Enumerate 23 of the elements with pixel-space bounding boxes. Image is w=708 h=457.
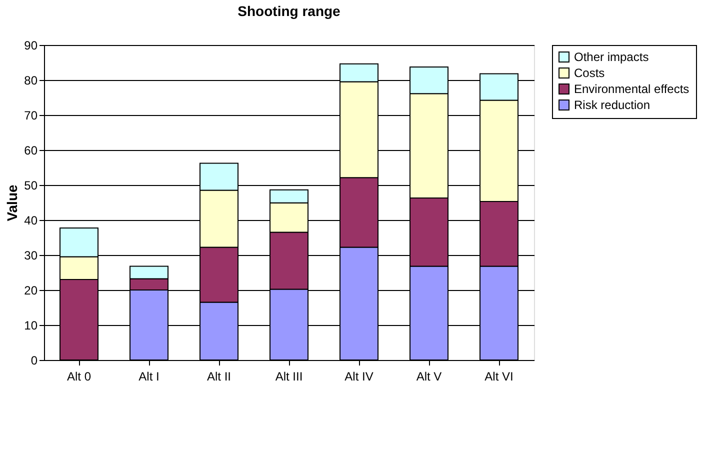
x-tick-label: Alt III xyxy=(275,370,303,384)
x-tick-label: Alt VI xyxy=(484,370,514,384)
legend-label: Environmental effects xyxy=(574,82,690,96)
legend-label: Costs xyxy=(574,66,605,80)
x-tick-label: Alt IV xyxy=(344,370,374,384)
legend-label: Other impacts xyxy=(574,50,649,64)
y-tick-label: 20 xyxy=(24,284,38,298)
y-tick-label: 0 xyxy=(30,354,38,368)
x-tick-label: Alt I xyxy=(138,370,160,384)
chart-title: Shooting range xyxy=(238,3,341,19)
y-tick-label: 60 xyxy=(24,144,38,158)
y-tick-label: 30 xyxy=(24,248,38,262)
y-axis-title: Value xyxy=(4,184,20,222)
x-tick-label: Alt V xyxy=(416,370,442,384)
y-tick-label: 90 xyxy=(24,38,38,52)
x-tick-label: Alt 0 xyxy=(66,370,92,384)
y-tick-label: 10 xyxy=(24,318,38,332)
x-tick-label: Alt II xyxy=(206,370,232,384)
legend-label: Risk reduction xyxy=(574,98,650,112)
y-tick-label: 80 xyxy=(24,74,38,88)
y-tick-label: 50 xyxy=(24,178,38,192)
y-tick-label: 40 xyxy=(24,214,38,228)
y-tick-label: 70 xyxy=(24,108,38,122)
